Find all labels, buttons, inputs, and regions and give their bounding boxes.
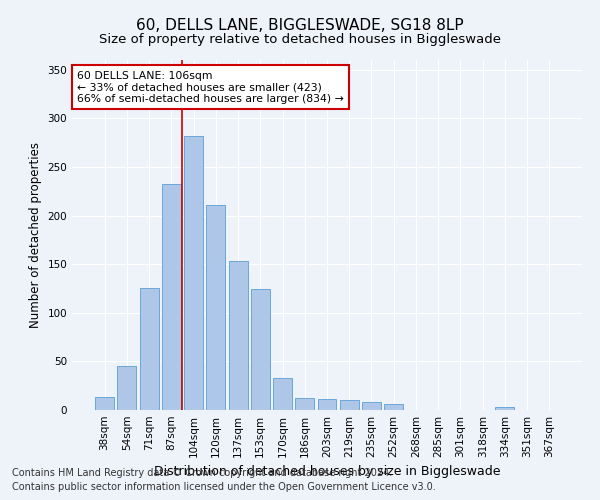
X-axis label: Distribution of detached houses by size in Biggleswade: Distribution of detached houses by size … xyxy=(154,466,500,478)
Text: Size of property relative to detached houses in Biggleswade: Size of property relative to detached ho… xyxy=(99,32,501,46)
Text: 60, DELLS LANE, BIGGLESWADE, SG18 8LP: 60, DELLS LANE, BIGGLESWADE, SG18 8LP xyxy=(136,18,464,32)
Bar xyxy=(206,205,225,410)
Bar xyxy=(340,400,359,410)
Bar xyxy=(496,407,514,410)
Text: Contains HM Land Registry data © Crown copyright and database right 2024.: Contains HM Land Registry data © Crown c… xyxy=(12,468,392,477)
Bar xyxy=(317,400,337,410)
Bar xyxy=(362,402,381,410)
Text: 60 DELLS LANE: 106sqm
← 33% of detached houses are smaller (423)
66% of semi-det: 60 DELLS LANE: 106sqm ← 33% of detached … xyxy=(77,70,344,104)
Bar xyxy=(251,290,270,410)
Y-axis label: Number of detached properties: Number of detached properties xyxy=(29,142,42,328)
Bar xyxy=(184,136,203,410)
Bar xyxy=(295,398,314,410)
Bar xyxy=(95,398,114,410)
Bar xyxy=(162,184,181,410)
Text: Contains public sector information licensed under the Open Government Licence v3: Contains public sector information licen… xyxy=(12,482,436,492)
Bar xyxy=(384,404,403,410)
Bar xyxy=(140,288,158,410)
Bar xyxy=(118,366,136,410)
Bar xyxy=(229,261,248,410)
Bar xyxy=(273,378,292,410)
